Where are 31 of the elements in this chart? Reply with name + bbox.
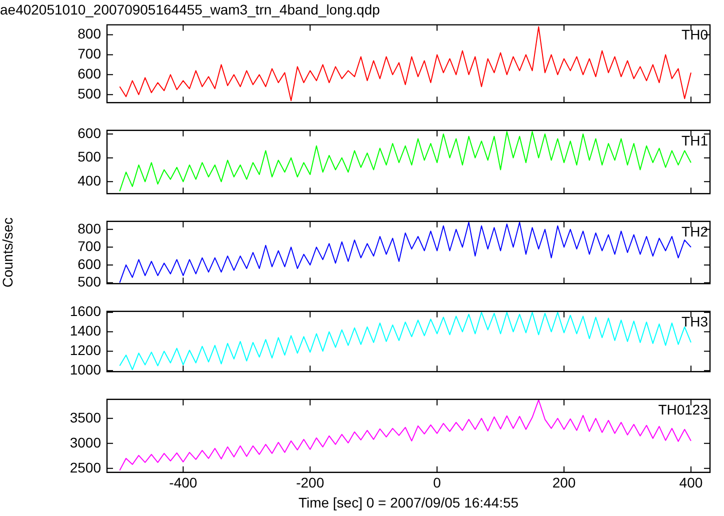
y-tick-label: 1400	[70, 322, 102, 339]
y-tick-label: 1200	[70, 342, 102, 358]
y-tick-label: 3500	[70, 409, 102, 426]
x-axis-title: Time [sec] 0 = 2007/09/05 16:44:55	[298, 494, 519, 510]
y-tick-label: 1000	[70, 361, 102, 378]
y-tick-label: 500	[78, 274, 102, 290]
y-tick-label: 700	[78, 46, 102, 62]
y-tick-label: 800	[78, 26, 102, 42]
x-tick-label: -400	[169, 474, 198, 491]
x-tick-label: 400	[679, 474, 703, 491]
y-tick-label: 500	[78, 85, 102, 102]
y-tick-label: 3000	[70, 434, 102, 450]
y-tick-label: 500	[78, 148, 102, 165]
x-tick-label: 0	[433, 474, 442, 491]
series-label: TH0123	[658, 401, 708, 418]
y-tick-label: 2500	[70, 459, 102, 476]
series-label: TH0	[682, 26, 708, 43]
y-axis-title: Counts/sec	[0, 217, 16, 288]
y-tick-label: 700	[78, 238, 102, 254]
chart-title: ae402051010_20070905164455_wam3_trn_4band_long.qdp	[0, 1, 380, 18]
series-label: TH1	[682, 132, 708, 148]
y-tick-label: 400	[78, 172, 102, 189]
y-tick-label: 800	[78, 220, 102, 236]
y-tick-label: 600	[78, 256, 102, 272]
x-tick-label: -200	[296, 474, 324, 491]
y-tick-label: 1600	[70, 303, 102, 320]
y-tick-label: 600	[78, 66, 102, 82]
y-tick-label: 600	[78, 124, 102, 141]
series-label: TH2	[682, 223, 708, 240]
x-tick-label: 200	[552, 474, 576, 491]
series-label: TH3	[682, 313, 708, 330]
